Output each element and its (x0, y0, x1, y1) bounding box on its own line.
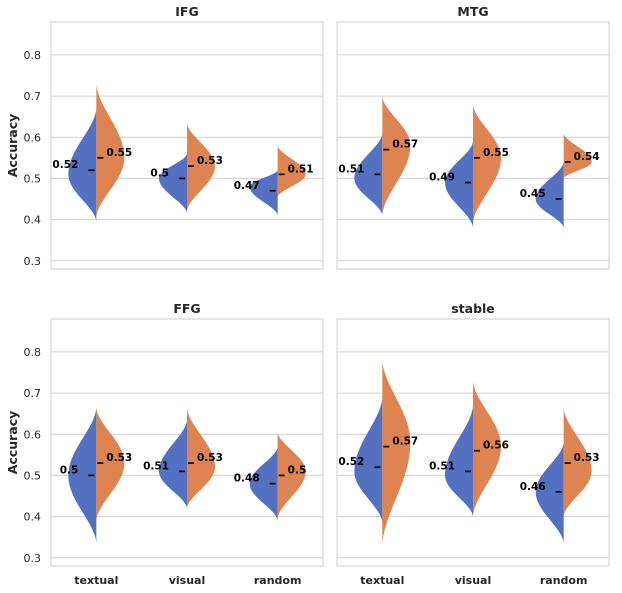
y-tick-label: 0.8 (24, 346, 42, 359)
violin-right-random (563, 133, 592, 179)
panel-ifg: 0.52 0.5 0.47 0.55 0.53 0.51 IFG 0.3 0.4 0.5 0.6 0.… (5, 4, 324, 270)
y-tick-label: 0.7 (24, 90, 42, 103)
violin-right-textual (96, 83, 125, 218)
violin-right-textual (382, 96, 411, 216)
violin-right-textual (96, 407, 125, 521)
violin-right-random (563, 407, 592, 517)
violin-right-random (277, 432, 306, 519)
median-label-right-textual: 0.55 (106, 147, 132, 159)
violin-right-visual (187, 122, 215, 212)
plot-frame (50, 21, 324, 270)
median-label-right-visual: 0.56 (483, 440, 509, 452)
y-tick-label: 0.5 (24, 172, 42, 185)
y-tick-label: 0.6 (24, 131, 42, 144)
median-label-right-random: 0.5 (288, 464, 307, 476)
median-label-right-textual: 0.57 (392, 139, 418, 151)
x-category-label: visual (455, 574, 492, 587)
violin-left-visual (159, 419, 187, 509)
median-label-right-random: 0.54 (574, 151, 600, 163)
panel-ffg: 0.5 0.51 0.48 0.53 0.53 0.5 FFG 0.3 0.4 0.5 0.6 0.7… (5, 301, 324, 587)
violin-left-visual (159, 153, 187, 214)
median-label-right-random: 0.51 (288, 163, 314, 175)
y-tick-label: 0.3 (24, 255, 42, 268)
median-label-left-visual: 0.5 (150, 167, 169, 179)
violin-right-textual (382, 360, 411, 546)
violin-left-textual (354, 133, 383, 216)
violin-left-random (535, 161, 564, 228)
violin-left-textual (68, 407, 97, 544)
panel-title: MTG (457, 4, 488, 19)
y-tick-label: 0.3 (24, 552, 42, 565)
y-axis-label: Accuracy (5, 114, 20, 178)
y-tick-label: 0.7 (24, 387, 42, 400)
plot-frame (336, 318, 610, 567)
plot-frame (50, 318, 324, 567)
violin-left-visual (445, 141, 473, 228)
x-category-label: visual (169, 574, 206, 587)
violin-right-random (277, 145, 306, 197)
violin-left-random (249, 170, 278, 216)
median-label-right-textual: 0.57 (392, 436, 418, 448)
y-axis-label: Accuracy (5, 411, 20, 475)
y-tick-label: 0.8 (24, 49, 42, 62)
median-label-right-random: 0.53 (574, 452, 600, 464)
y-tick-label: 0.4 (24, 214, 42, 227)
plot-frame (336, 21, 610, 270)
median-label-left-visual: 0.51 (429, 460, 455, 472)
x-category-label: textual (360, 574, 404, 587)
violin-right-visual (473, 104, 501, 224)
median-label-left-random: 0.45 (520, 188, 546, 200)
median-label-left-textual: 0.52 (338, 456, 364, 468)
violin-left-visual (445, 405, 473, 517)
median-label-left-random: 0.48 (234, 473, 260, 485)
x-category-label: random (540, 574, 588, 587)
x-category-label: random (254, 574, 302, 587)
median-label-right-visual: 0.55 (483, 147, 509, 159)
panel-title: FFG (173, 301, 200, 316)
y-tick-label: 0.4 (24, 511, 42, 524)
median-label-right-textual: 0.53 (106, 452, 132, 464)
panel-title: stable (451, 301, 495, 316)
violin-left-random (535, 442, 564, 544)
median-label-left-textual: 0.5 (60, 464, 79, 476)
median-label-right-visual: 0.53 (197, 452, 223, 464)
violin-right-visual (473, 380, 501, 517)
median-label-right-visual: 0.53 (197, 155, 223, 167)
y-tick-label: 0.5 (24, 469, 42, 482)
panel-mtg: 0.51 0.49 0.45 0.57 0.55 0.54 MTG (336, 4, 610, 270)
median-label-left-random: 0.46 (520, 481, 546, 493)
panel-stable: 0.52 0.51 0.46 0.57 0.56 0.53 stable textual vis… (336, 301, 610, 587)
median-label-left-textual: 0.52 (52, 159, 78, 171)
median-label-left-random: 0.47 (234, 180, 260, 192)
median-label-left-textual: 0.51 (338, 163, 364, 175)
violin-left-random (249, 446, 278, 521)
y-tick-label: 0.6 (24, 428, 42, 441)
violin-left-textual (68, 108, 97, 222)
panel-title: IFG (175, 4, 198, 19)
median-label-left-visual: 0.51 (143, 460, 169, 472)
median-label-left-visual: 0.49 (429, 172, 455, 184)
x-category-label: textual (74, 574, 118, 587)
violin-left-textual (354, 397, 383, 523)
violin-right-visual (187, 407, 215, 509)
